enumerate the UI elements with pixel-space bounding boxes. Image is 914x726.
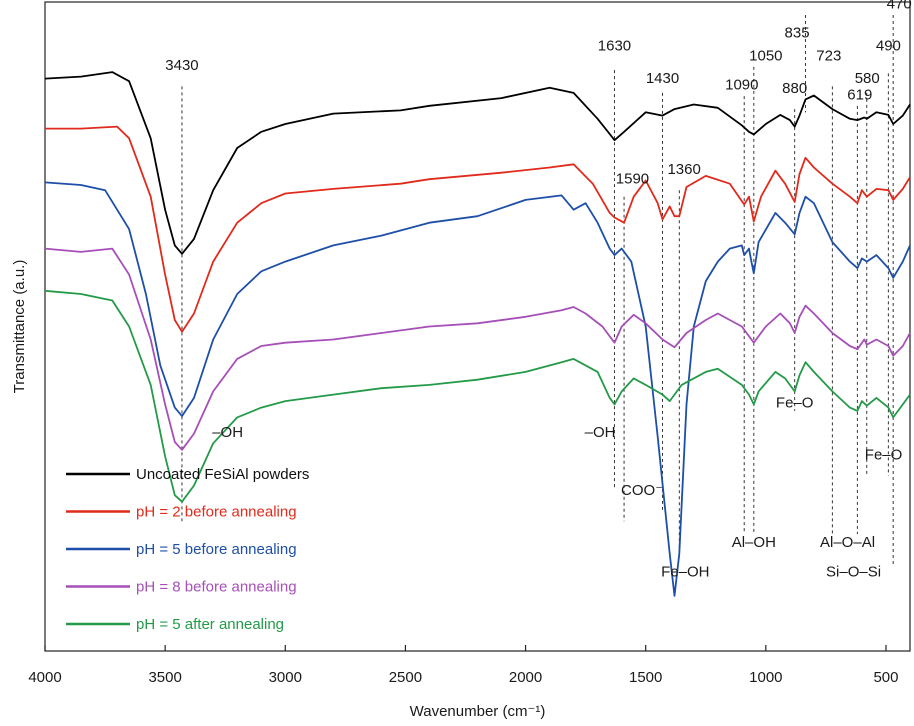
x-tick-label: 4000 xyxy=(28,669,61,686)
peak-label: 490 xyxy=(876,38,901,55)
series-line-1 xyxy=(45,125,911,333)
series-line-0 xyxy=(44,71,911,255)
assignment-label: –OH xyxy=(212,424,243,441)
y-axis-title: Transmittance (a.u.) xyxy=(11,260,28,394)
peak-label: 619 xyxy=(847,86,872,103)
plot-frame xyxy=(44,1,911,652)
peak-label: 1360 xyxy=(667,161,700,178)
peak-label: 835 xyxy=(785,25,810,42)
peak-label: 1050 xyxy=(749,47,782,64)
peak-label: 1590 xyxy=(616,171,649,188)
peak-marker-lines xyxy=(181,14,894,567)
peak-label: 580 xyxy=(855,70,880,87)
assignment-labels: –OH –OH COO⁻ Fe–OH Al–OH Fe–O Al–O–Al Si–O–Si Fe… xyxy=(212,395,902,581)
x-tick-label: 2500 xyxy=(389,669,422,686)
assignment-label: COO⁻ xyxy=(621,482,663,499)
peak-label: 1630 xyxy=(598,38,631,55)
legend-label: pH = 5 after annealing xyxy=(136,616,284,633)
x-tick-label: 1500 xyxy=(629,669,662,686)
legend-label: pH = 8 before annealing xyxy=(136,579,297,596)
peak-label: 1430 xyxy=(646,70,679,87)
assignment-label: Si–O–Si xyxy=(826,563,881,580)
peak-label: 3430 xyxy=(165,57,198,74)
legend-label: pH = 5 before annealing xyxy=(136,541,297,558)
series-line-4 xyxy=(44,289,911,503)
x-axis-title: Wavenumber (cm⁻¹) xyxy=(410,703,546,720)
x-tick-label: 3500 xyxy=(148,669,181,686)
assignment-label: Al–OH xyxy=(732,534,776,551)
x-tick-label: 2000 xyxy=(509,669,542,686)
plot-border xyxy=(44,1,911,652)
assignment-label: Fe–O xyxy=(865,447,903,464)
assignment-label: Fe–OH xyxy=(661,563,709,580)
x-tick-label: 3000 xyxy=(269,669,302,686)
assignment-label: Al–O–Al xyxy=(820,534,875,551)
peak-label: 1090 xyxy=(725,77,758,94)
x-tick-label: 500 xyxy=(873,669,898,686)
assignment-label: –OH xyxy=(585,424,616,441)
series-line-2 xyxy=(44,181,911,597)
peak-label: 880 xyxy=(782,80,807,97)
legend-label: pH = 2 before annealing xyxy=(136,504,297,521)
series-lines xyxy=(44,71,911,597)
x-tick-label: 1000 xyxy=(749,669,782,686)
assignment-label: Fe–O xyxy=(776,395,814,412)
axes: 4000 3500 3000 2500 2000 1500 1000 500 Wavenumbe… xyxy=(11,260,898,720)
legend-label: Uncoated FeSiAl powders xyxy=(136,466,309,483)
legend: Uncoated FeSiAl powders pH = 2 before ann… xyxy=(66,466,309,633)
series-line-3 xyxy=(44,247,911,451)
peak-label: 470 xyxy=(887,0,912,12)
peak-label: 723 xyxy=(816,47,841,64)
